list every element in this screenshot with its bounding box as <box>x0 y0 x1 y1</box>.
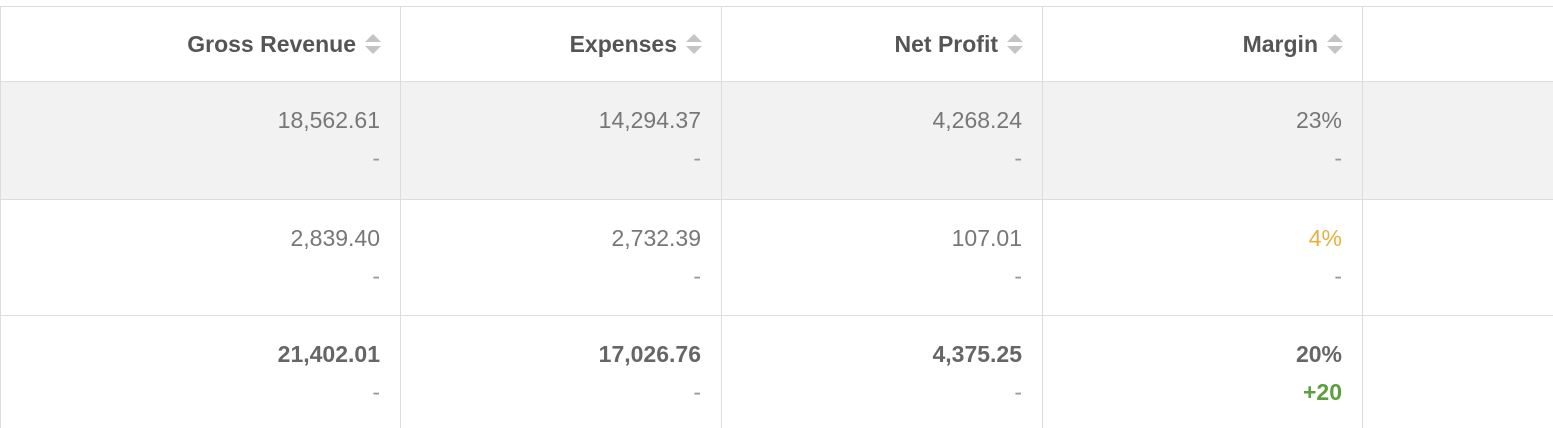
header-label: Margin <box>1242 30 1318 57</box>
empty-cell <box>1362 200 1553 315</box>
empty-cell <box>1362 316 1553 428</box>
cell-change: - <box>1014 145 1022 171</box>
table-row: 2,839.40 - 2,732.39 - 107.01 - 4% - <box>0 200 1553 316</box>
cell-change: - <box>693 145 701 171</box>
column-header[interactable]: Net Profit <box>721 7 1042 81</box>
sort-icon[interactable] <box>364 32 382 56</box>
table-row: 18,562.61 - 14,294.37 - 4,268.24 - 23% - <box>0 82 1553 200</box>
cell-value: 14,294.37 <box>598 107 701 133</box>
cell-value: 2,839.40 <box>290 225 380 251</box>
cell-value: 21,402.01 <box>277 341 380 367</box>
cell-value: 23% <box>1295 107 1342 133</box>
cell-change: - <box>1334 145 1342 171</box>
cell-change: +20 <box>1302 379 1342 405</box>
cell-change: - <box>693 379 701 405</box>
column-header[interactable]: Gross Revenue <box>0 7 400 81</box>
cell-change: - <box>372 145 380 171</box>
table-cell: 2,839.40 - <box>0 200 400 315</box>
cell-value: 2,732.39 <box>611 225 701 251</box>
empty-cell <box>1362 82 1553 199</box>
cell-value: 4,268.24 <box>932 107 1022 133</box>
table-cell: 4,375.25 - <box>721 316 1042 428</box>
table-cell: 18,562.61 - <box>0 82 400 199</box>
cell-value: 107.01 <box>951 225 1022 251</box>
sort-icon[interactable] <box>1326 32 1344 56</box>
table-cell: 14,294.37 - <box>400 82 721 199</box>
sort-icon[interactable] <box>685 32 703 56</box>
table-cell: 4% - <box>1042 200 1362 315</box>
table-cell: 17,026.76 - <box>400 316 721 428</box>
table-cell: 23% - <box>1042 82 1362 199</box>
cell-change: - <box>1014 379 1022 405</box>
header-row: Gross Revenue Expenses Net Profit Margin <box>0 6 1553 84</box>
cell-change: - <box>372 379 380 405</box>
cell-change: - <box>693 263 701 289</box>
table-row: 21,402.01-17,026.76-4,375.25-20% +20 <box>0 316 1553 428</box>
cell-change: - <box>372 263 380 289</box>
header-label: Gross Revenue <box>187 30 356 57</box>
empty-header <box>1362 7 1553 81</box>
table-cell: 21,402.01 - <box>0 316 400 428</box>
cell-value: 4,375.25 <box>932 341 1022 367</box>
header-label: Net Profit <box>894 30 999 57</box>
cell-change: - <box>1334 263 1342 289</box>
cell-change: - <box>1014 263 1022 289</box>
sort-icon[interactable] <box>1006 32 1024 56</box>
table-cell: 2,732.39 - <box>400 200 721 315</box>
cell-value: 20% <box>1295 341 1342 367</box>
column-header[interactable]: Expenses <box>400 7 721 81</box>
cell-value: 17,026.76 <box>598 341 701 367</box>
cell-value: 18,562.61 <box>277 107 380 133</box>
table-cell: 20% +20 <box>1042 316 1362 428</box>
header-label: Expenses <box>569 30 677 57</box>
cell-value: 4% <box>1308 225 1342 251</box>
column-header[interactable]: Margin <box>1042 7 1362 81</box>
table-cell: 4,268.24 - <box>721 82 1042 199</box>
table-cell: 107.01 - <box>721 200 1042 315</box>
